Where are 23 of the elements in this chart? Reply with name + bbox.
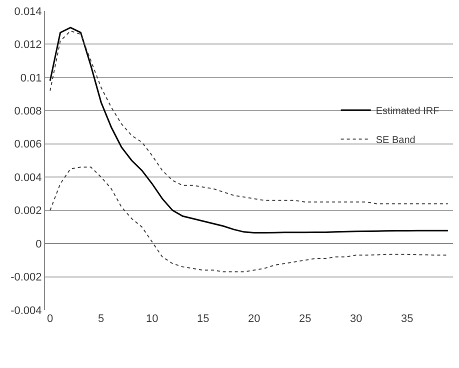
legend-label: SE Band <box>376 135 416 146</box>
y-tick-label: -0.002 <box>10 272 42 284</box>
x-tick-label: 10 <box>146 313 158 325</box>
x-tick-label: 20 <box>248 313 260 325</box>
x-tick-label: 15 <box>196 313 210 325</box>
y-tick-label: 0.004 <box>14 172 42 184</box>
line-series <box>50 30 448 204</box>
x-tick-label: 30 <box>350 313 362 325</box>
y-tick-label: 0.002 <box>14 205 42 218</box>
y-tick-label: 0.006 <box>14 138 42 151</box>
y-tick-label: -0.004 <box>10 304 42 317</box>
y-tick-label: 0.008 <box>14 106 42 118</box>
line-series <box>49 26 449 234</box>
y-tick-label: 0.014 <box>14 6 42 18</box>
legend-label: Estimated IRF <box>376 106 440 118</box>
x-tick-label: 0 <box>47 313 54 325</box>
line-series <box>50 166 448 272</box>
y-tick-label: 0.012 <box>14 39 42 52</box>
x-tick-label: 25 <box>298 313 312 325</box>
x-tick-label: 5 <box>98 313 104 325</box>
y-tick-label: 0 <box>36 238 42 250</box>
x-tick-label: 35 <box>400 313 414 325</box>
y-tick-label: 0.01 <box>20 72 42 84</box>
